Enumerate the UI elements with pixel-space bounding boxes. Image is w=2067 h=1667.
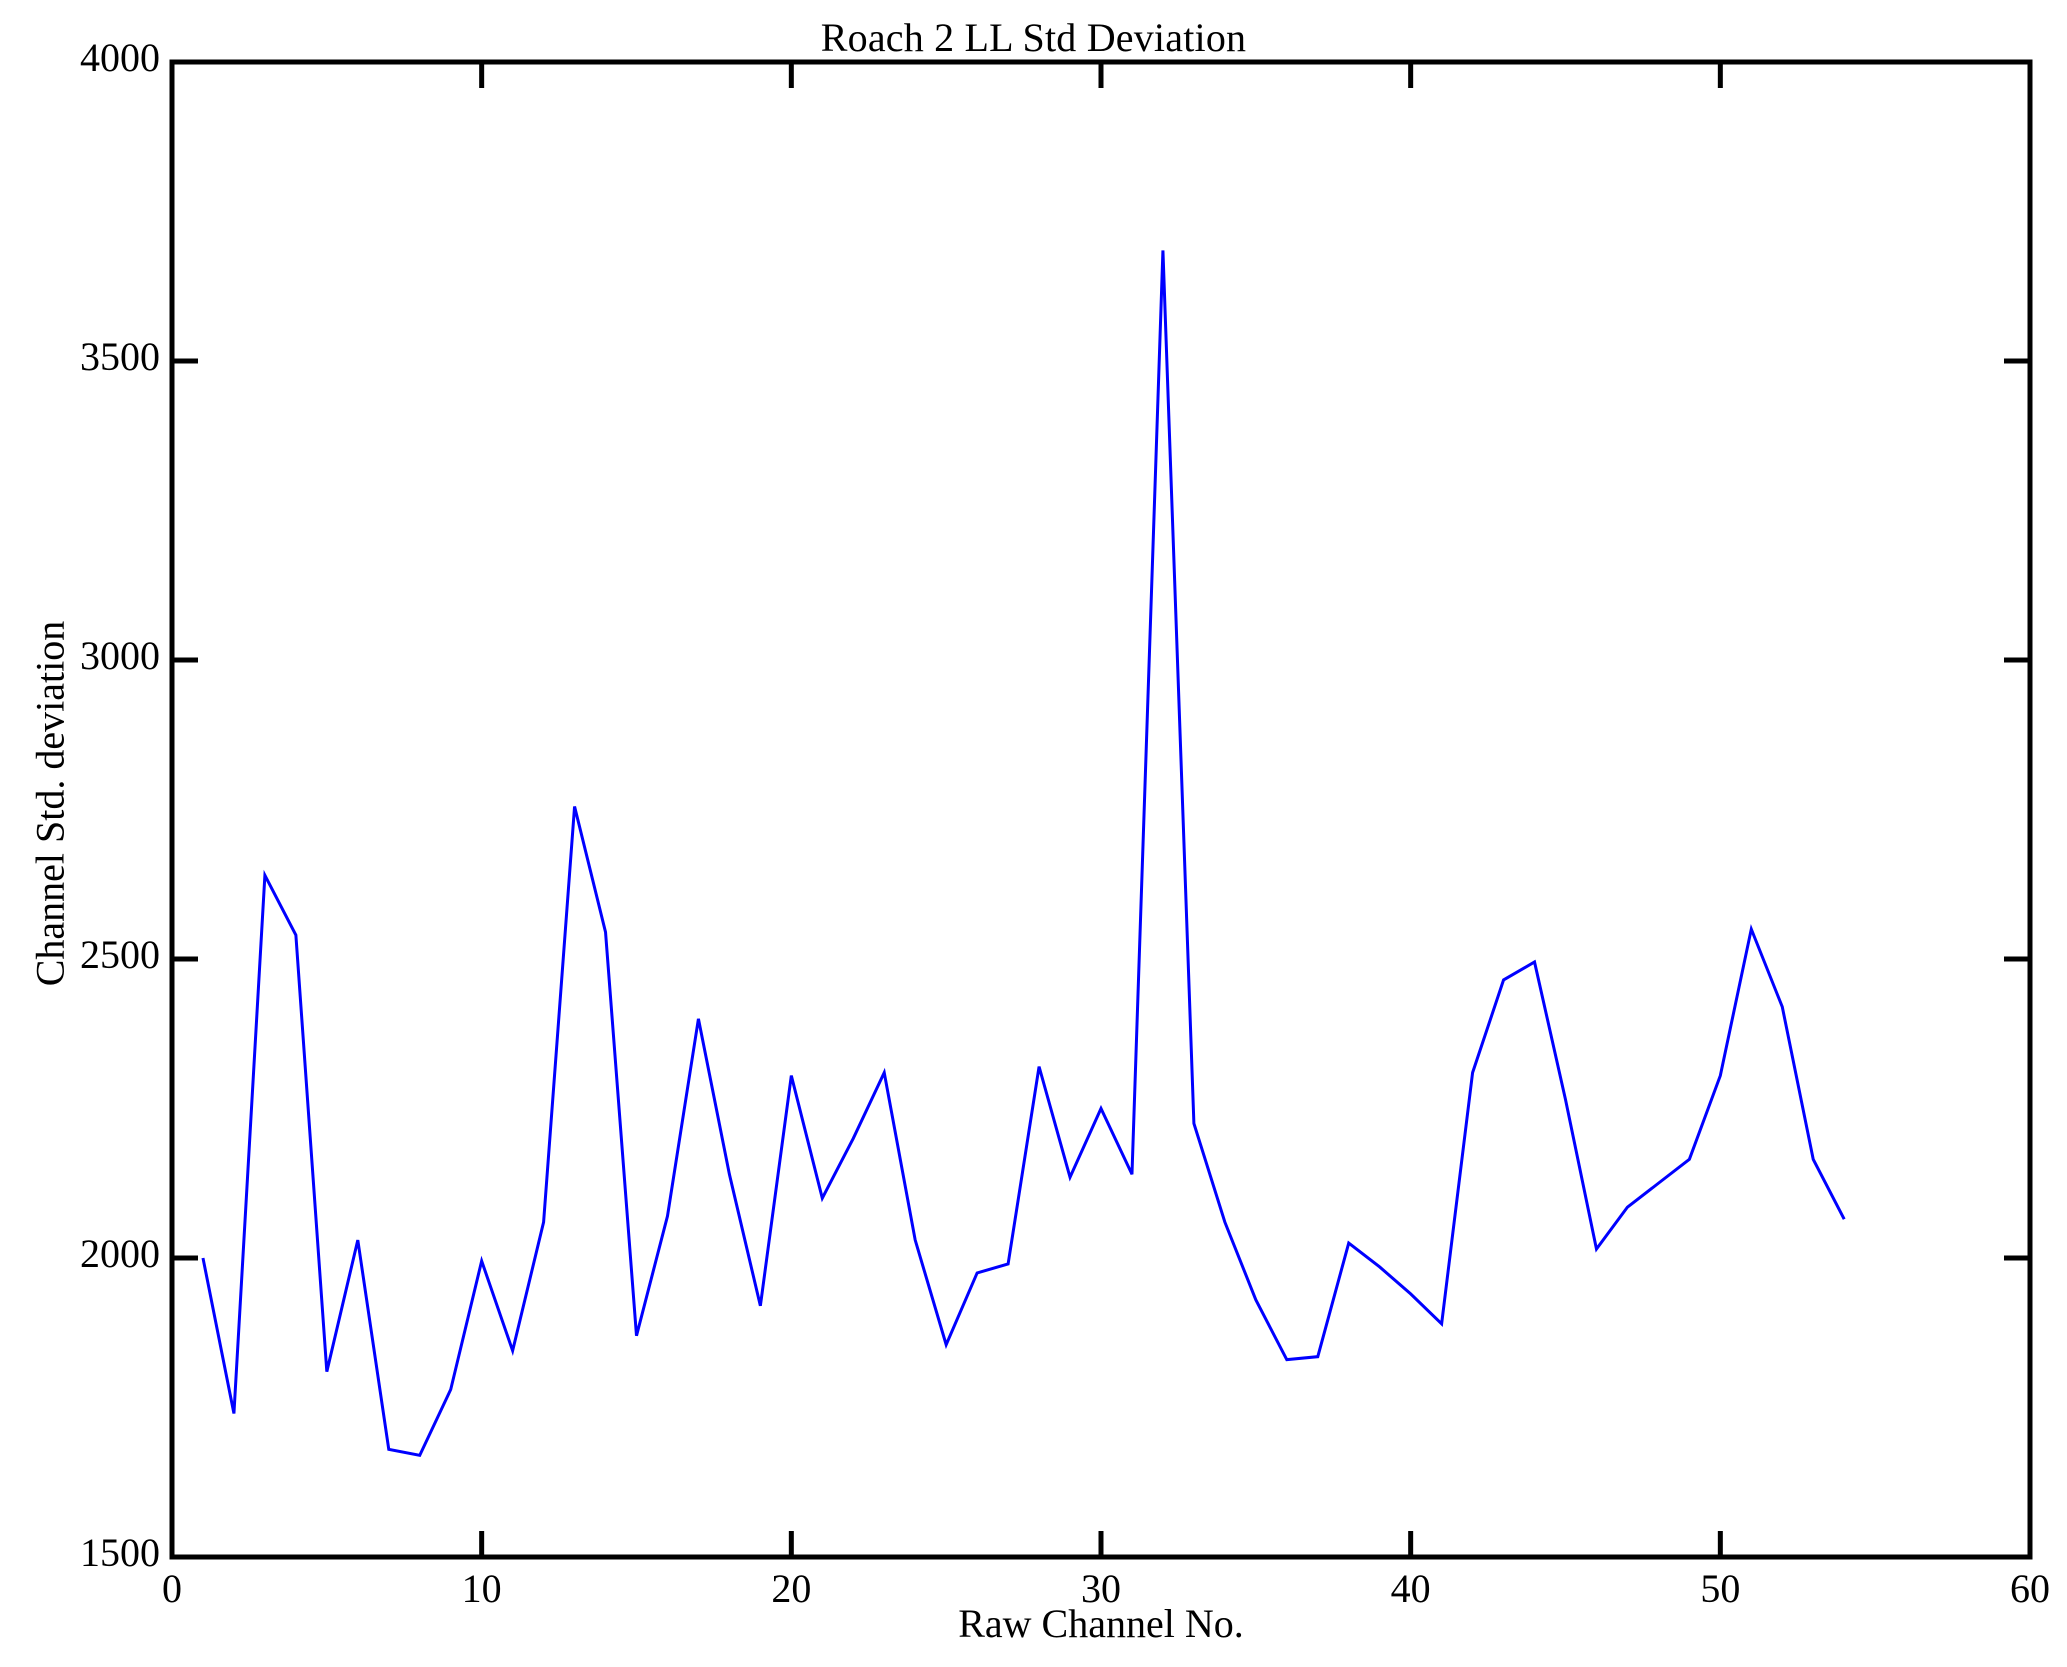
page-title: Roach 2 LL Std Deviation xyxy=(820,15,1247,60)
x-tick-label: 40 xyxy=(1390,1566,1431,1611)
y-tick-label: 4000 xyxy=(80,35,160,80)
x-tick-label: 60 xyxy=(2010,1566,2050,1611)
data-series-group xyxy=(201,250,1846,1458)
x-tick-label: 20 xyxy=(771,1566,812,1611)
x-tick-label: 50 xyxy=(1700,1566,1741,1611)
x-tick-label: 30 xyxy=(1081,1566,1121,1611)
y-tick-label: 1500 xyxy=(80,1530,160,1575)
y-tick-label: 2000 xyxy=(80,1231,160,1276)
plot-area-border xyxy=(169,59,2033,1560)
x-tick-label: 0 xyxy=(162,1566,182,1611)
y-tick-label: 2500 xyxy=(80,932,160,977)
x-axis-label: Raw Channel No. xyxy=(958,1601,1244,1646)
axes-frame xyxy=(169,59,2033,1560)
y-tick-label: 3500 xyxy=(80,334,160,379)
x-tick-label: 10 xyxy=(461,1566,502,1611)
y-tick-label: 3000 xyxy=(80,633,160,678)
axis-ticks xyxy=(172,62,2030,1557)
data-series-line xyxy=(201,250,1846,1458)
y-axis-label: Channel Std. deviation xyxy=(27,620,73,987)
